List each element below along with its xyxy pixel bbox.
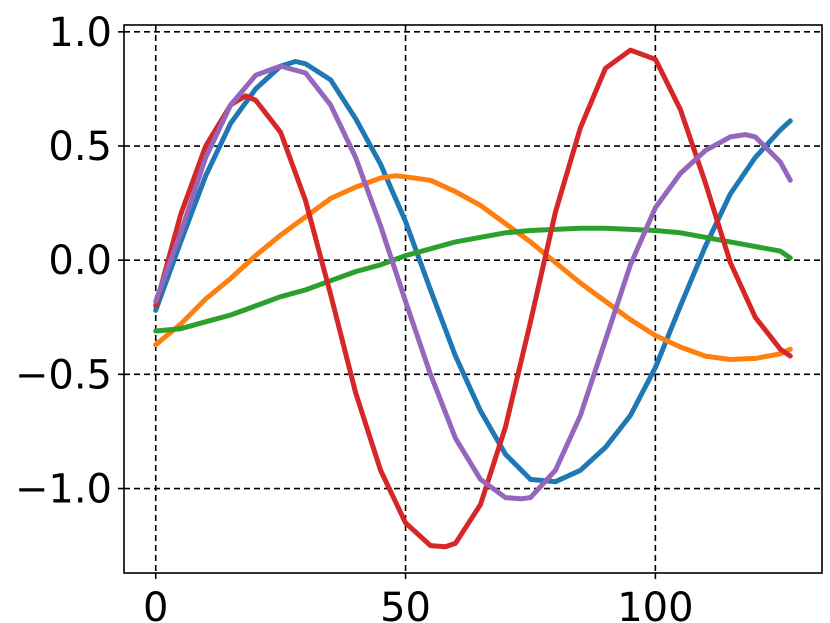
y-tick-label: −1.0 bbox=[15, 467, 112, 513]
series-line-3 bbox=[153, 225, 793, 334]
series-line-5 bbox=[153, 63, 793, 502]
x-tick-label: 100 bbox=[617, 585, 693, 623]
series-line-2 bbox=[153, 173, 793, 362]
x-tick-label: 0 bbox=[143, 585, 168, 623]
y-tick-label: 0.0 bbox=[48, 238, 112, 284]
y-tick-label: 1.0 bbox=[48, 10, 112, 56]
plot-area-frame bbox=[123, 24, 823, 574]
y-tick-label: 0.5 bbox=[48, 124, 112, 170]
series-layer bbox=[153, 47, 793, 550]
series-line-1 bbox=[153, 59, 793, 485]
x-tick-label: 50 bbox=[380, 585, 431, 623]
tick-layer: 0 50 100 1.0 0.5 0.0 −0.5 −1.0 bbox=[15, 10, 694, 623]
y-tick-label: −0.5 bbox=[15, 352, 112, 398]
series-line-4 bbox=[153, 47, 793, 550]
